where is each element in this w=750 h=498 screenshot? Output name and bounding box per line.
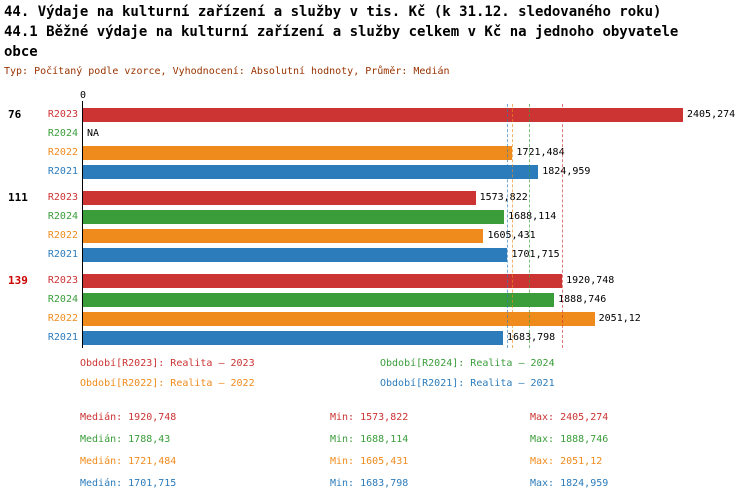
stat-min-R2023: Min: 1573,822 xyxy=(330,412,409,423)
stat-median-R2024: Medián: 1788,43 xyxy=(80,434,171,445)
stat-max-R2023: Max: 2405,274 xyxy=(530,412,609,423)
legend-item-R2022: Období[R2022]: Realita – 2022 xyxy=(80,378,255,389)
stat-min-R2021: Min: 1683,798 xyxy=(330,478,409,489)
stat-min-R2024: Min: 1688,114 xyxy=(330,434,409,445)
stat-max-R2022: Max: 2051,12 xyxy=(530,456,603,467)
stat-median-R2023: Medián: 1920,748 xyxy=(80,412,177,423)
median-line-R2024 xyxy=(529,104,531,348)
bar-series-label-R2022: R2022 xyxy=(47,313,78,324)
legend-item-R2021: Období[R2021]: Realita – 2021 xyxy=(380,378,555,389)
stat-min-R2022: Min: 1605,431 xyxy=(330,456,409,467)
bar-value-label: 1824,959 xyxy=(542,166,591,177)
chart-title-line2: 44.1 Běžné výdaje na kulturní zařízení a… xyxy=(4,24,679,40)
chart-subtitle: Typ: Počítaný podle vzorce, Vyhodnocení:… xyxy=(4,66,450,77)
bar-series-label-R2024: R2024 xyxy=(47,211,78,222)
bar-value-label: 1920,748 xyxy=(566,275,615,286)
median-line-R2023 xyxy=(562,104,564,348)
bar-series-label-R2021: R2021 xyxy=(47,249,78,260)
bar-R2023-group-139 xyxy=(83,274,563,288)
bar-R2022-group-76 xyxy=(83,146,513,160)
bar-series-label-R2023: R2023 xyxy=(47,275,78,286)
group-label-76: 76 xyxy=(8,108,22,121)
bar-R2024-group-111 xyxy=(83,210,505,224)
chart-title-line1: 44. Výdaje na kulturní zařízení a služby… xyxy=(4,4,662,20)
bar-R2022-group-111 xyxy=(83,229,484,243)
bar-value-label: 1683,798 xyxy=(507,332,556,343)
bar-value-label: 2051,12 xyxy=(598,313,641,324)
bar-value-label: 1688,114 xyxy=(508,211,557,222)
legend-item-R2023: Období[R2023]: Realita – 2023 xyxy=(80,358,255,369)
legend-item-R2024: Období[R2024]: Realita – 2024 xyxy=(380,358,555,369)
bar-series-label-R2024: R2024 xyxy=(47,128,78,139)
stat-max-R2024: Max: 1888,746 xyxy=(530,434,609,445)
stat-max-R2021: Max: 1824,959 xyxy=(530,478,609,489)
bar-series-label-R2023: R2023 xyxy=(47,109,78,120)
stat-median-R2022: Medián: 1721,484 xyxy=(80,456,177,467)
bar-series-label-R2021: R2021 xyxy=(47,332,78,343)
bar-series-label-R2024: R2024 xyxy=(47,294,78,305)
bar-R2021-group-76 xyxy=(83,165,539,179)
bar-value-label: 1573,822 xyxy=(479,192,528,203)
y-axis-line xyxy=(82,101,83,348)
bar-R2023-group-76 xyxy=(83,108,683,122)
x-axis-zero-label: 0 xyxy=(79,90,87,101)
stat-median-R2021: Medián: 1701,715 xyxy=(80,478,177,489)
bar-value-label: 1721,484 xyxy=(516,147,565,158)
chart-title-line3: obce xyxy=(4,44,38,60)
bar-R2021-group-139 xyxy=(83,331,504,345)
bar-series-label-R2021: R2021 xyxy=(47,166,78,177)
bar-series-label-R2022: R2022 xyxy=(47,230,78,241)
bar-value-label: 2405,274 xyxy=(687,109,736,120)
bar-R2023-group-111 xyxy=(83,191,476,205)
bar-value-label: 1605,431 xyxy=(487,230,536,241)
bar-value-label: 1701,715 xyxy=(511,249,560,260)
median-line-R2021 xyxy=(507,104,509,348)
bar-value-label: 1888,746 xyxy=(558,294,607,305)
bar-R2022-group-139 xyxy=(83,312,595,326)
bar-R2024-group-139 xyxy=(83,293,555,307)
group-label-111: 111 xyxy=(8,191,28,204)
bar-value-label: NA xyxy=(87,128,100,139)
median-line-R2022 xyxy=(512,104,514,348)
group-label-139: 139 xyxy=(8,274,28,287)
bar-series-label-R2022: R2022 xyxy=(47,147,78,158)
bar-series-label-R2023: R2023 xyxy=(47,192,78,203)
bar-R2021-group-111 xyxy=(83,248,508,262)
